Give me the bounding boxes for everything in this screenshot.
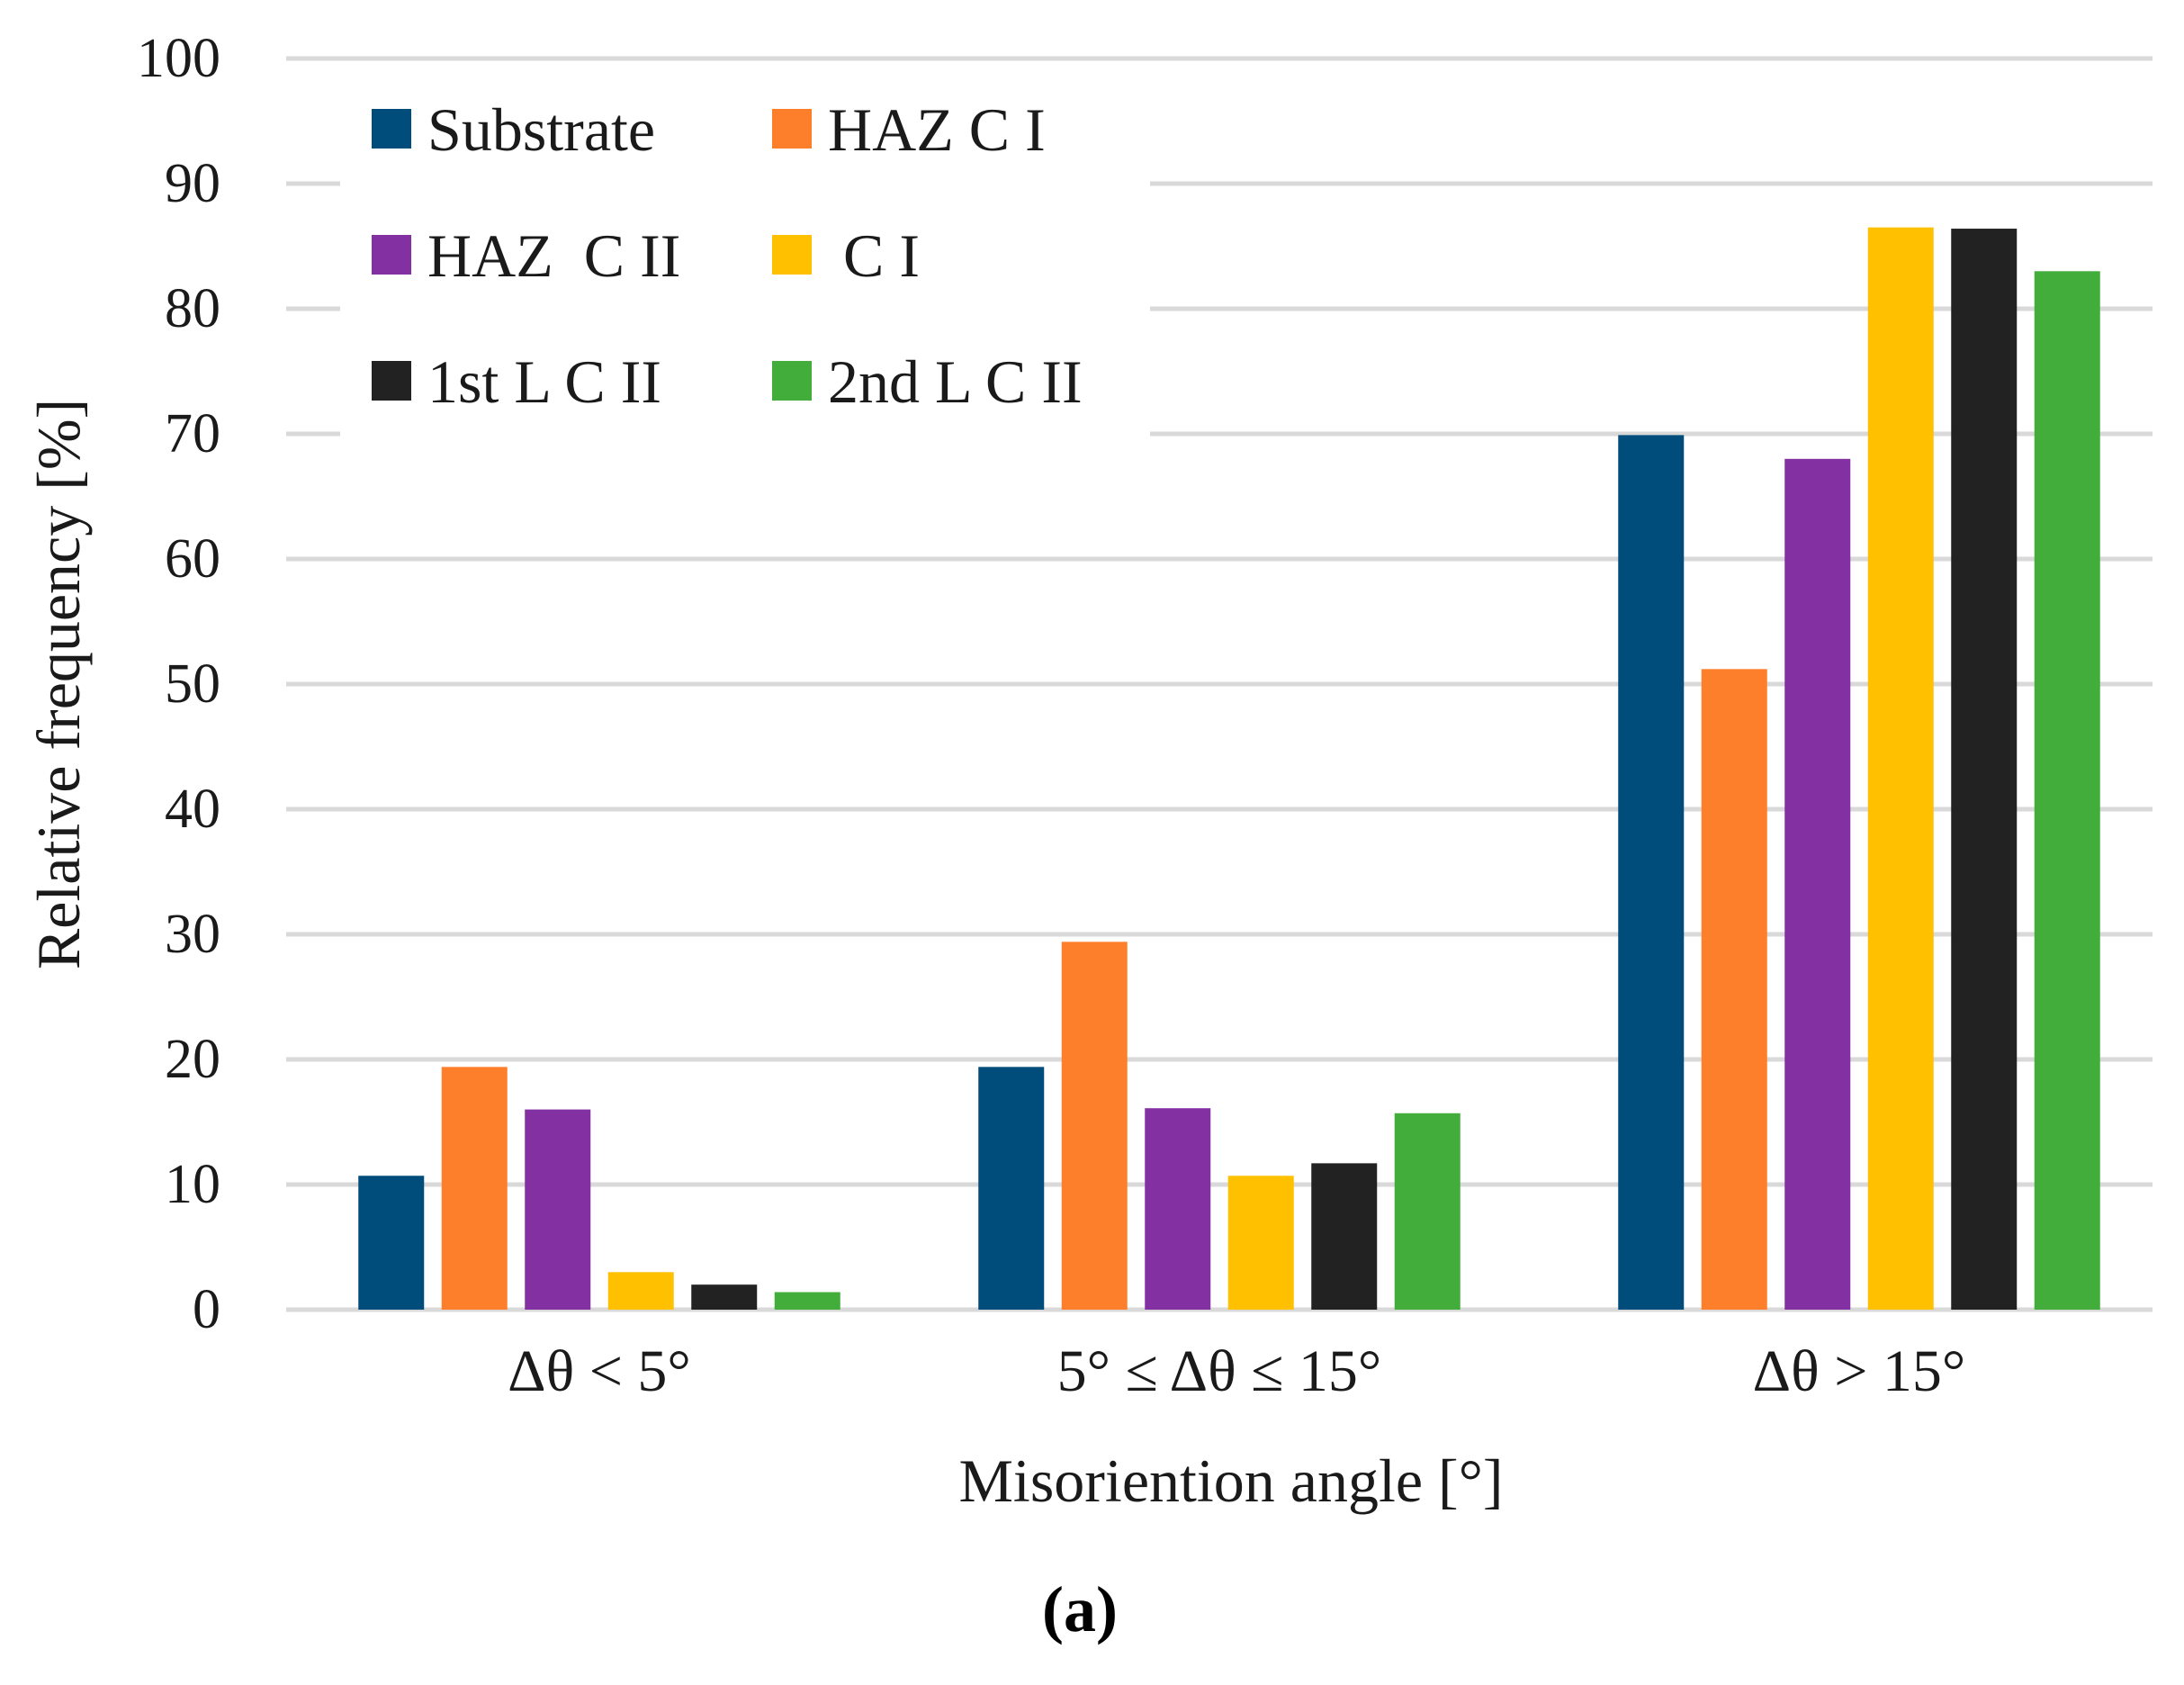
bar-substrate-cat-2 [1618, 435, 1685, 1310]
bar-substrate-cat-0 [358, 1176, 425, 1310]
figure-caption: (a) [1042, 1573, 1118, 1645]
bar-substrate-cat-1 [978, 1067, 1045, 1310]
legend-label: HAZ C II [427, 221, 680, 290]
y-tick-label: 90 [165, 153, 220, 214]
legend-label: 2nd L C II [828, 347, 1083, 416]
y-tick-label: 10 [165, 1154, 220, 1215]
bar-haz-c-i-cat-1 [1061, 942, 1128, 1310]
bar-2nd-l-c-ii-cat-2 [2034, 271, 2100, 1310]
x-category-label: Δθ < 5° [508, 1338, 691, 1404]
x-axis-categories: Δθ < 5° 5° ≤ Δθ ≤ 15° Δθ > 15° [508, 1338, 1965, 1404]
x-axis-title: Misoriention angle [°] [958, 1446, 1503, 1515]
x-category-label: Δθ > 15° [1753, 1338, 1966, 1404]
bar-c-i-cat-0 [607, 1272, 674, 1310]
legend-swatch [772, 109, 812, 149]
bar-haz-c-i-cat-0 [441, 1067, 508, 1310]
y-tick-label: 70 [165, 403, 220, 464]
y-tick-label: 40 [165, 779, 220, 840]
y-tick-label: 20 [165, 1029, 220, 1090]
y-tick-label: 50 [165, 653, 220, 715]
bar-haz-c-i-cat-2 [1701, 669, 1767, 1310]
bar-2nd-l-c-ii-cat-1 [1394, 1113, 1460, 1310]
bar-haz-c-ii-cat-0 [525, 1109, 591, 1310]
legend-label: HAZ C I [828, 95, 1046, 164]
legend-label: Substrate [427, 95, 655, 164]
bar-haz-c-ii-cat-1 [1145, 1108, 1211, 1310]
y-tick-label: 80 [165, 278, 220, 339]
legend-swatch [372, 109, 411, 149]
legend: Substrate HAZ C I HAZ C II C I 1st L C II 2n… [372, 95, 1083, 416]
bar-c-i-cat-2 [1867, 227, 1934, 1310]
bar-haz-c-ii-cat-2 [1784, 458, 1851, 1310]
bar-1st-l-c-ii-cat-2 [1951, 229, 2018, 1310]
legend-swatch [772, 235, 812, 275]
bar-1st-l-c-ii-cat-0 [691, 1284, 758, 1310]
bars [358, 227, 2100, 1310]
bar-c-i-cat-1 [1227, 1176, 1294, 1310]
y-tick-label: 0 [193, 1279, 220, 1340]
legend-swatch [372, 235, 411, 275]
y-axis-title: Relative frequency [%] [24, 399, 93, 969]
gridlines [286, 56, 2153, 1312]
legend-swatch [372, 361, 411, 401]
legend-background [340, 79, 1150, 439]
legend-swatch [772, 361, 812, 401]
y-tick-label: 100 [137, 28, 220, 89]
bar-1st-l-c-ii-cat-1 [1311, 1163, 1378, 1310]
legend-label: C I [828, 221, 920, 290]
legend-label: 1st L C II [427, 347, 661, 416]
x-category-label: 5° ≤ Δθ ≤ 15° [1057, 1338, 1382, 1404]
y-axis-ticks: 0 10 20 30 40 50 60 70 80 90 100 [137, 28, 220, 1340]
bar-2nd-l-c-ii-cat-0 [774, 1292, 840, 1310]
y-tick-label: 60 [165, 528, 220, 590]
y-tick-label: 30 [165, 904, 220, 965]
